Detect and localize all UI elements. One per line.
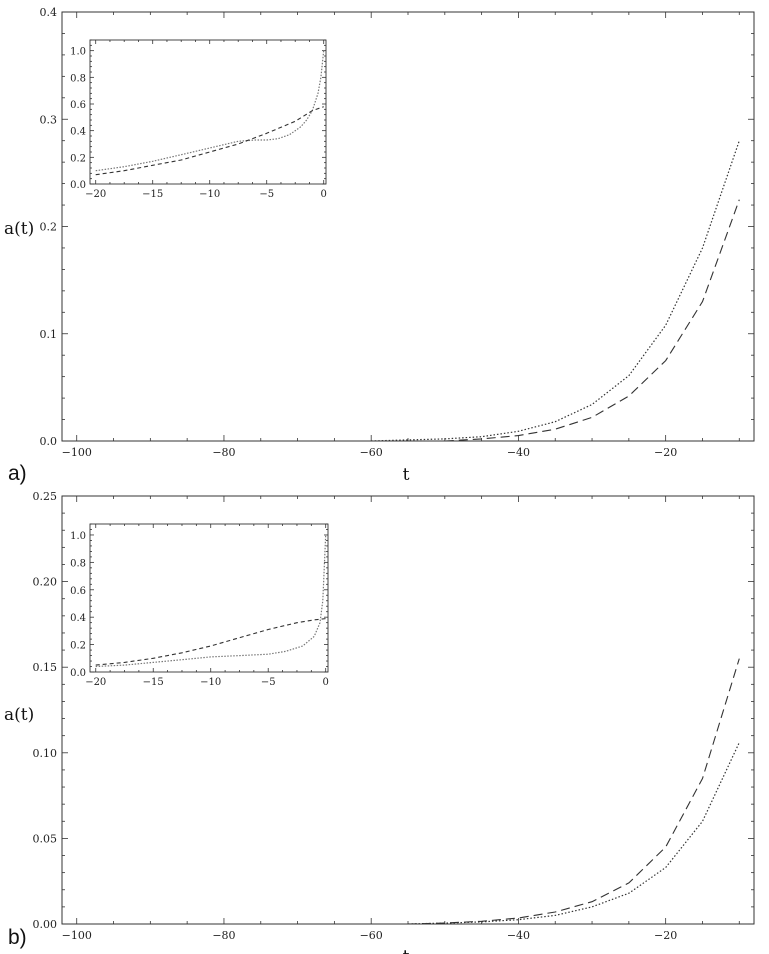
inset-x-tick-label: −10 xyxy=(200,677,221,688)
inset-series-dotted-line xyxy=(95,534,327,668)
inset-series-dotted-line xyxy=(95,50,325,172)
inset-x-tick-label: −20 xyxy=(85,189,106,200)
inset-plot-frame xyxy=(89,523,329,673)
y-tick-label: 0.00 xyxy=(33,918,58,931)
inset-x-tick-label: −5 xyxy=(261,677,276,688)
x-tick-label: −20 xyxy=(654,446,677,459)
chart-panel-a: −100 −80 −60 −40 −200.00.10.20.30.4−20 −15 −10… xyxy=(4,6,755,485)
x-tick-label: −80 xyxy=(212,929,235,942)
x-tick-label: −80 xyxy=(212,446,235,459)
y-tick-label: 0.2 xyxy=(40,221,58,234)
chart-panel-b: −100 −80 −60 −40 −200.000.050.100.150.200.25… xyxy=(4,490,755,954)
inset-x-tick-label: −15 xyxy=(142,189,163,200)
series-dashed-line xyxy=(444,199,740,441)
series-dotted-line xyxy=(371,140,740,441)
y-tick-label: 0.05 xyxy=(33,832,58,845)
y-tick-label: 0.0 xyxy=(40,435,58,448)
inset-series-dashed-line xyxy=(95,106,324,176)
inset-y-tick-label: 0.0 xyxy=(70,668,86,679)
x-tick-label: −40 xyxy=(507,929,530,942)
panel-label: a) xyxy=(8,462,27,485)
y-tick-label: 0.15 xyxy=(33,661,58,674)
panel-label: b) xyxy=(8,926,27,949)
y-tick-label: 0.25 xyxy=(33,490,58,503)
y-tick-label: 0.10 xyxy=(33,747,58,760)
inset-plot-frame xyxy=(89,39,327,185)
inset-x-tick-label: −20 xyxy=(85,677,106,688)
y-tick-label: 0.4 xyxy=(40,6,58,19)
inset-y-tick-label: 0.4 xyxy=(70,127,86,138)
inset-series-dashed-line xyxy=(95,618,326,666)
y-tick-label: 0.1 xyxy=(40,328,58,341)
x-tick-label: −100 xyxy=(62,446,92,459)
inset-chart: −20 −15 −10 −5 0 0.0 0.2 0.4 0.6 0.8 1.0 xyxy=(70,523,329,688)
inset-x-tick-label: 0 xyxy=(323,677,329,688)
x-axis-label: t xyxy=(403,465,410,485)
y-tick-label: 0.3 xyxy=(40,113,58,126)
inset-y-tick-label: 0.8 xyxy=(70,73,86,84)
x-tick-label: −20 xyxy=(654,929,677,942)
x-tick-label: −40 xyxy=(507,446,530,459)
inset-x-tick-label: −5 xyxy=(259,189,274,200)
inset-y-tick-label: 0.2 xyxy=(70,641,86,652)
inset-y-tick-label: 1.0 xyxy=(70,47,86,58)
x-tick-label: −100 xyxy=(62,929,92,942)
inset-y-tick-label: 1.0 xyxy=(70,531,86,542)
inset-y-tick-label: 0.2 xyxy=(70,153,86,164)
x-tick-label: −60 xyxy=(360,929,383,942)
y-tick-label: 0.20 xyxy=(33,576,58,589)
y-axis-label: a(t) xyxy=(4,219,34,239)
inset-x-tick-label: −15 xyxy=(143,677,164,688)
inset-x-tick-label: −10 xyxy=(199,189,220,200)
y-axis-label: a(t) xyxy=(4,705,34,725)
inset-chart: −20 −15 −10 −5 0 0.0 0.2 0.4 0.6 0.8 1.0 xyxy=(70,39,327,200)
inset-y-tick-label: 0.4 xyxy=(70,613,86,624)
inset-x-tick-label: 0 xyxy=(321,189,327,200)
x-axis-label: t xyxy=(403,947,410,954)
inset-y-tick-label: 0.6 xyxy=(70,586,86,597)
x-tick-label: −60 xyxy=(360,446,383,459)
inset-y-tick-label: 0.6 xyxy=(70,100,86,111)
inset-y-tick-label: 0.0 xyxy=(70,180,86,191)
inset-y-tick-label: 0.8 xyxy=(70,558,86,569)
